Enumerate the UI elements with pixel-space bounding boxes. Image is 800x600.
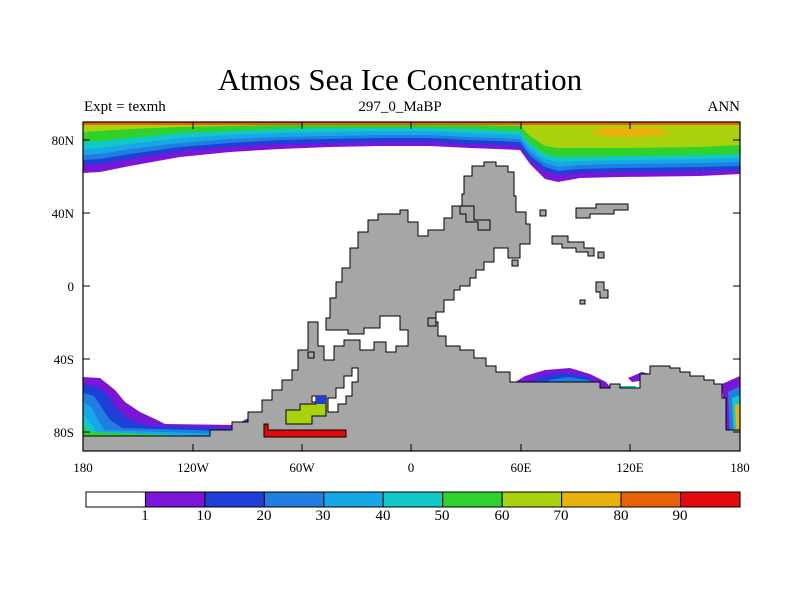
lon-tick-120w: 120W (177, 460, 209, 475)
map-title: Atmos Sea Ice Concentration (217, 62, 583, 97)
time-label: 297_0_MaBP (358, 99, 442, 115)
ice-east-11 (735, 403, 740, 432)
colorbar-label-70: 70 (553, 508, 569, 524)
tethys-island-a (459, 205, 491, 231)
season-label: ANN (707, 99, 741, 115)
lon-tick-180e: 180 (730, 460, 750, 475)
weddell-ice-shape (263, 423, 347, 438)
weddell-ice-blue (316, 396, 326, 404)
weddell-ice-overlay (263, 395, 347, 438)
lon-tick-120e: 120E (616, 460, 644, 475)
colorbar-label-30: 30 (315, 508, 331, 524)
island-east-6 (539, 209, 547, 217)
pangaea-continent (83, 161, 740, 451)
ice-band-7 (83, 122, 740, 148)
colorbar-label-40: 40 (375, 508, 391, 524)
island-west-1 (307, 351, 315, 359)
colorbar-box-3 (263, 491, 325, 508)
island-east-5 (579, 299, 586, 305)
island-west-2 (427, 317, 437, 327)
colorbar (85, 491, 741, 508)
colorbar-label-50: 50 (434, 508, 450, 524)
map-plot-area (83, 122, 740, 451)
lon-tick-60w: 60W (289, 460, 315, 475)
colorbar-label-1: 1 (141, 508, 149, 524)
arctic-sea-ice (83, 122, 740, 182)
ice-max-patch (592, 127, 668, 137)
inner-sea (327, 367, 359, 413)
lon-tick-0: 0 (407, 460, 415, 475)
colorbar-box-10 (680, 491, 741, 508)
colorbar-box-6 (442, 491, 503, 508)
colorbar-box-0 (85, 491, 146, 508)
colorbar-label-80: 80 (613, 508, 629, 524)
colorbar-box-4 (323, 491, 384, 508)
lat-tick-80s: 80S (53, 425, 74, 440)
colorbar-box-8 (561, 491, 622, 508)
colorbar-label-60: 60 (494, 508, 510, 524)
lon-tick-60e: 60E (510, 460, 532, 475)
colorbar-label-10: 10 (196, 508, 212, 524)
colorbar-box-7 (501, 491, 563, 508)
axis-ticks (83, 122, 740, 451)
colorbar-label-20: 20 (256, 508, 272, 524)
lat-tick-40n: 40N (51, 206, 74, 221)
colorbar-box-9 (620, 491, 682, 508)
colorbar-box-5 (382, 491, 444, 508)
lat-tick-80n: 80N (51, 133, 74, 148)
island-east-4 (597, 251, 605, 259)
experiment-label: Expt = texmh (84, 99, 166, 115)
colorbar-box-1 (144, 491, 206, 508)
land-mass (83, 161, 740, 451)
island-east-3 (595, 281, 609, 299)
island-east-1 (575, 203, 629, 219)
lon-tick-180w: 180 (73, 460, 93, 475)
colorbar-label-90: 90 (672, 508, 688, 524)
lat-tick-0: 0 (67, 279, 75, 294)
island-east-2 (551, 235, 595, 257)
colorbar-box-2 (204, 491, 265, 508)
island-east-7 (511, 259, 519, 267)
lat-tick-40s: 40S (53, 352, 74, 367)
